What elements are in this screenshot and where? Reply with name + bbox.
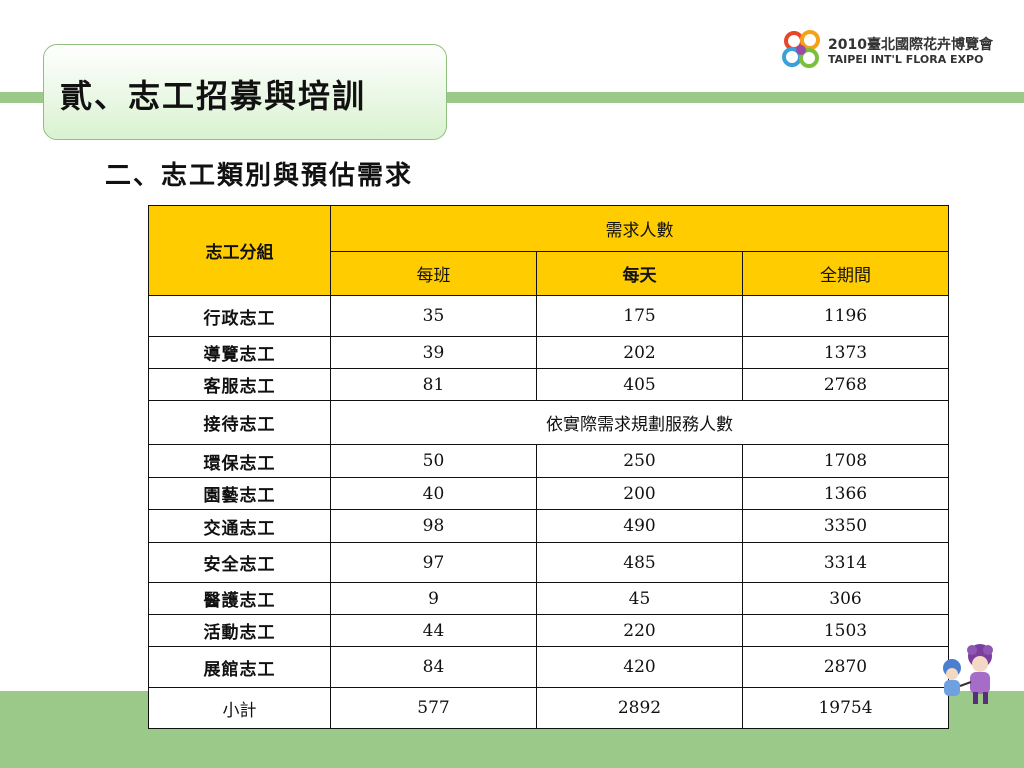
table-row: 活動志工 44 220 1503 [148, 614, 949, 647]
sub-header-per-day: 每天 [536, 251, 743, 296]
group-name-cell: 接待志工 [148, 400, 331, 445]
per-day-cell: 405 [536, 368, 743, 401]
per-day-cell: 220 [536, 614, 743, 647]
per-shift-cell: 577 [330, 687, 537, 729]
group-name-cell: 安全志工 [148, 542, 331, 583]
total-cell: 2870 [742, 646, 949, 688]
per-shift-cell: 97 [330, 542, 537, 583]
group-name-cell: 交通志工 [148, 509, 331, 543]
flora-expo-logo: 2010臺北國際花卉博覽會 TAIPEI INT'L FLORA EXPO [780, 28, 993, 73]
total-cell: 19754 [742, 687, 949, 729]
per-day-cell: 490 [536, 509, 743, 543]
group-name-cell: 園藝志工 [148, 477, 331, 510]
mascot-icon [943, 644, 993, 704]
per-shift-cell: 81 [330, 368, 537, 401]
table-row-subtotal: 小計 577 2892 19754 [148, 687, 949, 729]
total-cell: 3350 [742, 509, 949, 543]
table-row: 展館志工 84 420 2870 [148, 646, 949, 688]
total-cell: 1196 [742, 295, 949, 337]
total-cell: 3314 [742, 542, 949, 583]
sub-header-total: 全期間 [742, 251, 949, 296]
total-cell: 1503 [742, 614, 949, 647]
per-shift-cell: 50 [330, 444, 537, 478]
table-row: 客服志工 81 405 2768 [148, 368, 949, 401]
logo-text-english: TAIPEI INT'L FLORA EXPO [828, 53, 984, 66]
per-day-cell: 485 [536, 542, 743, 583]
table-row: 環保志工 50 250 1708 [148, 444, 949, 478]
total-cell: 2768 [742, 368, 949, 401]
total-cell: 1373 [742, 336, 949, 369]
volunteer-demand-table: 志工分組 需求人數 每班 每天 全期間 行政志工 35 175 1196 導覽志… [148, 205, 949, 729]
per-day-cell: 420 [536, 646, 743, 688]
table-row: 接待志工 依實際需求規劃服務人數 [148, 400, 949, 445]
per-shift-cell: 84 [330, 646, 537, 688]
table-row: 交通志工 98 490 3350 [148, 509, 949, 543]
logo-text-chinese: 2010臺北國際花卉博覽會 [828, 37, 993, 53]
subtotal-label-cell: 小計 [148, 687, 331, 729]
demand-header: 需求人數 [330, 205, 949, 252]
note-cell: 依實際需求規劃服務人數 [330, 400, 949, 445]
table-row: 醫護志工 9 45 306 [148, 582, 949, 615]
per-day-cell: 200 [536, 477, 743, 510]
title-box [43, 44, 447, 140]
flower-logo-icon [782, 30, 820, 68]
per-shift-cell: 35 [330, 295, 537, 337]
slide-title: 貳、志工招募與培訓 [60, 77, 367, 115]
group-header: 志工分組 [148, 205, 331, 296]
group-name-cell: 環保志工 [148, 444, 331, 478]
per-day-cell: 45 [536, 582, 743, 615]
per-day-cell: 250 [536, 444, 743, 478]
per-shift-cell: 9 [330, 582, 537, 615]
per-day-cell: 175 [536, 295, 743, 337]
table-row: 園藝志工 40 200 1366 [148, 477, 949, 510]
per-shift-cell: 98 [330, 509, 537, 543]
total-cell: 306 [742, 582, 949, 615]
table-row: 行政志工 35 175 1196 [148, 295, 949, 337]
per-shift-cell: 40 [330, 477, 537, 510]
per-shift-cell: 39 [330, 336, 537, 369]
per-day-cell: 202 [536, 336, 743, 369]
group-name-cell: 客服志工 [148, 368, 331, 401]
total-cell: 1708 [742, 444, 949, 478]
group-name-cell: 行政志工 [148, 295, 331, 337]
group-name-cell: 導覽志工 [148, 336, 331, 369]
table-row: 安全志工 97 485 3314 [148, 542, 949, 583]
slide-subtitle: 二、志工類別與預估需求 [105, 161, 414, 191]
table-row: 導覽志工 39 202 1373 [148, 336, 949, 369]
per-day-cell: 2892 [536, 687, 743, 729]
per-shift-cell: 44 [330, 614, 537, 647]
top-decor-stripe [0, 92, 1024, 103]
total-cell: 1366 [742, 477, 949, 510]
group-name-cell: 展館志工 [148, 646, 331, 688]
group-name-cell: 活動志工 [148, 614, 331, 647]
sub-header-per-shift: 每班 [330, 251, 537, 296]
group-name-cell: 醫護志工 [148, 582, 331, 615]
